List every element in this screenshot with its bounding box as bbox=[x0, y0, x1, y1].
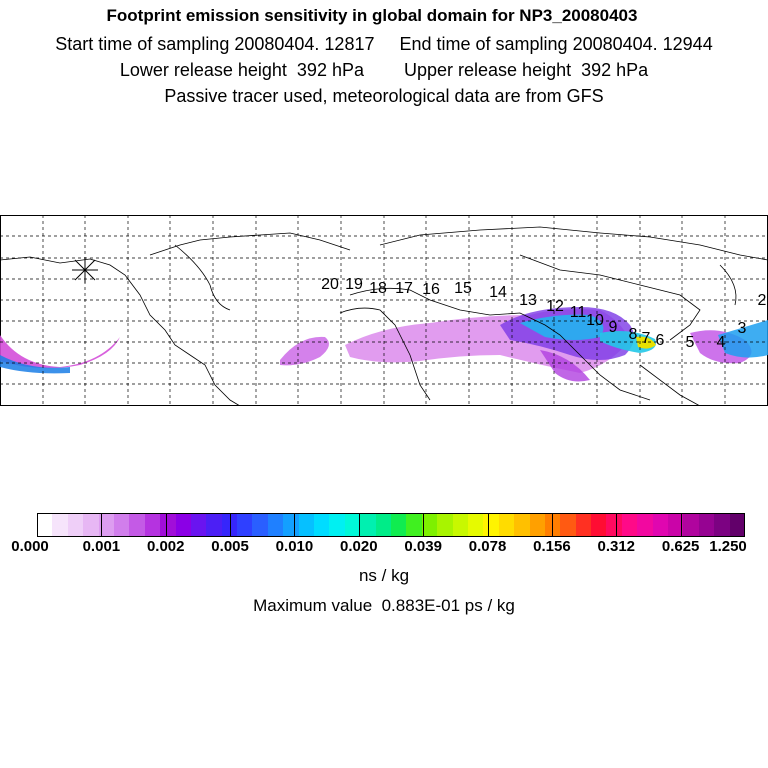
colorbar-cell bbox=[252, 513, 269, 537]
colorbar-tick-label: 0.020 bbox=[340, 538, 378, 555]
colorbar-cell bbox=[683, 513, 700, 537]
colorbar-cell bbox=[467, 513, 484, 537]
colorbar-divider bbox=[616, 513, 618, 537]
colorbar-cell bbox=[668, 513, 684, 537]
colorbar-cell bbox=[129, 513, 146, 537]
colorbar-divider bbox=[487, 513, 489, 537]
colorbar-cell bbox=[591, 513, 607, 537]
receptor-star-icon bbox=[72, 257, 98, 283]
colorbar-cell bbox=[483, 513, 500, 537]
colorbar-divider bbox=[423, 513, 425, 537]
trajectory-label: 12 bbox=[546, 298, 564, 315]
colorbar-cell bbox=[37, 513, 53, 537]
colorbar-divider bbox=[230, 513, 232, 537]
colorbar-divider bbox=[551, 513, 553, 537]
trajectory-label: 5 bbox=[686, 334, 695, 351]
colorbar-tick-label: 0.312 bbox=[597, 538, 636, 555]
trajectory-label: 2 bbox=[758, 292, 767, 309]
trajectory-label: 8 bbox=[629, 326, 638, 343]
colorbar-tick-label: 1.250 bbox=[709, 538, 747, 555]
colorbar-cell bbox=[729, 513, 746, 537]
colorbar-tick-label: 0.156 bbox=[533, 538, 571, 555]
trajectory-label: 13 bbox=[519, 292, 537, 309]
colorbar-cell bbox=[52, 513, 69, 537]
colorbar-tick-label: 0.625 bbox=[661, 538, 700, 555]
colorbar-cell bbox=[375, 513, 392, 537]
colorbar-cell bbox=[221, 513, 238, 537]
colorbar-cell bbox=[83, 513, 100, 537]
colorbar-tick-label: 0.000 bbox=[11, 538, 49, 555]
trajectory-label: 18 bbox=[369, 280, 387, 297]
colorbar-cell bbox=[652, 513, 669, 537]
colorbar-cell bbox=[113, 513, 130, 537]
colorbar-cell bbox=[606, 513, 623, 537]
colorbar-cell bbox=[298, 513, 315, 537]
colorbar-cell bbox=[144, 513, 161, 537]
trajectory-label: 9 bbox=[609, 319, 618, 336]
colorbar-cell bbox=[267, 513, 284, 537]
colorbar bbox=[37, 513, 746, 537]
colorbar-divider bbox=[294, 513, 296, 537]
colorbar-cell bbox=[514, 513, 531, 537]
colorbar-cell bbox=[637, 513, 654, 537]
release-heights: Lower release height 392 hPa Upper relea… bbox=[119, 60, 649, 80]
colorbar-cell bbox=[190, 513, 207, 537]
colorbar-cell bbox=[175, 513, 192, 537]
plot-title: Footprint emission sensitivity in global… bbox=[106, 6, 638, 25]
colorbar-tick-label: 0.001 bbox=[82, 538, 121, 555]
colorbar-cell bbox=[498, 513, 515, 537]
colorbar-cell bbox=[206, 513, 223, 537]
colorbar-cell bbox=[529, 513, 546, 537]
colorbar-tick-label: 0.002 bbox=[146, 538, 185, 555]
colorbar-cell bbox=[621, 513, 638, 537]
trajectory-label: 7 bbox=[642, 330, 651, 347]
colorbar-cell bbox=[406, 513, 423, 537]
colorbar-tick-label: 0.039 bbox=[404, 538, 442, 555]
colorbar-frame bbox=[37, 513, 745, 537]
trajectory-label: 15 bbox=[454, 280, 472, 297]
trajectory-label: 4 bbox=[717, 334, 726, 351]
colorbar-cell bbox=[575, 513, 592, 537]
colorbar-cell bbox=[437, 513, 454, 537]
tracer-info: Passive tracer used, meteorological data… bbox=[164, 86, 604, 106]
colorbar-cell bbox=[314, 513, 330, 537]
world-map: 20 19 18 17 16 15 14 13 12 11 10 9 8 7 6 5 432 bbox=[0, 215, 768, 406]
colorbar-unit: ns / kg bbox=[358, 566, 410, 585]
colorbar-tick-label: 0.010 bbox=[275, 538, 314, 555]
colorbar-cell bbox=[714, 513, 731, 537]
colorbar-cell bbox=[329, 513, 346, 537]
maximum-value: Maximum value 0.883E-01 ps / kg bbox=[253, 596, 515, 615]
colorbar-tick-label: 0.005 bbox=[211, 538, 249, 555]
colorbar-divider bbox=[165, 513, 167, 537]
trajectory-label: 19 bbox=[345, 276, 363, 293]
coastlines bbox=[0, 226, 768, 406]
colorbar-cell bbox=[421, 513, 438, 537]
trajectory-label: 6 bbox=[656, 332, 665, 349]
trajectory-labels: 20 19 18 17 16 15 14 13 12 11 10 9 8 7 6 5 432 bbox=[321, 276, 766, 351]
colorbar-cell bbox=[452, 513, 469, 537]
trajectory-label: 3 bbox=[738, 320, 747, 337]
graticule bbox=[0, 215, 768, 406]
colorbar-cell bbox=[360, 513, 377, 537]
colorbar-divider bbox=[101, 513, 103, 537]
colorbar-divider bbox=[358, 513, 360, 537]
colorbar-cell bbox=[698, 513, 715, 537]
colorbar-cell bbox=[237, 513, 253, 537]
trajectory-label: 17 bbox=[395, 280, 413, 297]
trajectory-label: 20 bbox=[321, 276, 339, 293]
sampling-times: Start time of sampling 20080404. 12817 E… bbox=[55, 34, 713, 54]
colorbar-divider bbox=[680, 513, 682, 537]
colorbar-cell bbox=[344, 513, 361, 537]
trajectory-label: 10 bbox=[586, 312, 604, 329]
trajectory-label: 14 bbox=[489, 284, 507, 301]
colorbar-cell bbox=[391, 513, 407, 537]
trajectory-label: 11 bbox=[570, 304, 587, 321]
colorbar-cell bbox=[560, 513, 577, 537]
colorbar-cell bbox=[98, 513, 115, 537]
colorbar-cell bbox=[160, 513, 177, 537]
trajectory-label: 16 bbox=[422, 281, 440, 298]
colorbar-tick-label: 0.078 bbox=[468, 538, 507, 555]
colorbar-cell bbox=[67, 513, 84, 537]
